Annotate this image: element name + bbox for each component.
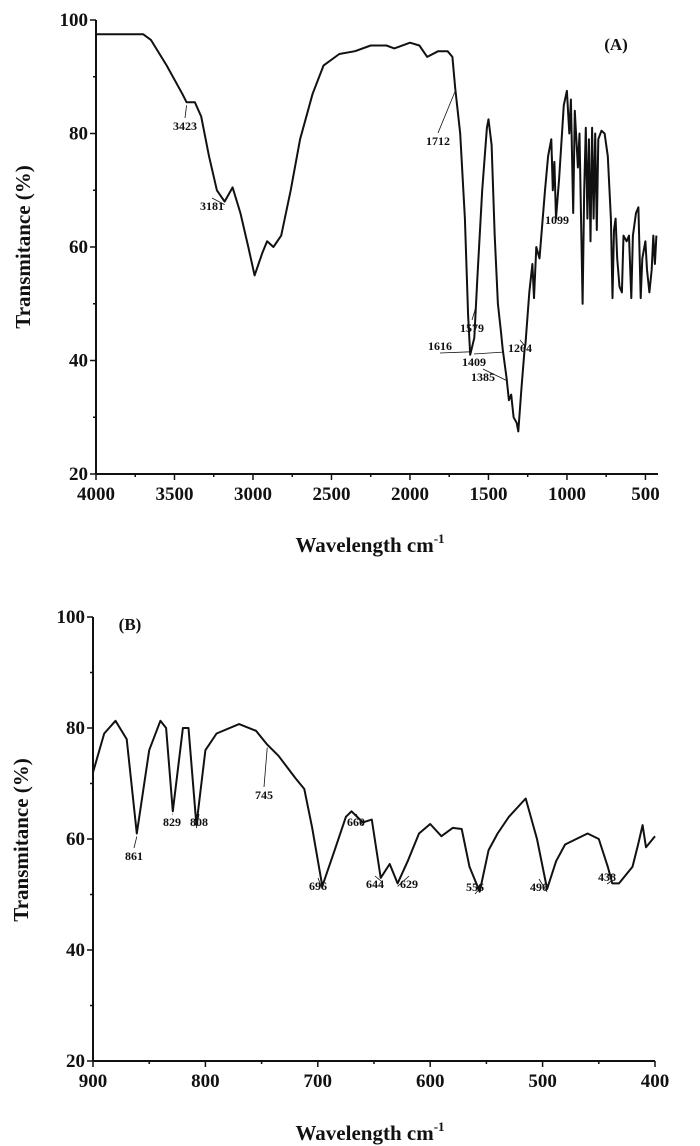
panel-label-a: (A): [604, 35, 628, 54]
x-tick-label: 700: [304, 1071, 333, 1092]
panel-label-b: (B): [119, 615, 142, 634]
chart-a: (A) Transmitance (%) Wavelength cm-1 204…: [11, 10, 660, 557]
peak-leader-line: [211, 197, 225, 205]
x-tick-label: 3500: [155, 484, 193, 505]
x-tick-label: 1500: [469, 484, 507, 505]
peak-label: 3423: [173, 119, 197, 133]
peak-label: 696: [309, 879, 327, 893]
peak-label: 1616: [428, 339, 452, 353]
y-tick-label: 60: [66, 829, 85, 850]
peak-label: 861: [125, 849, 143, 863]
peak-label: 438: [598, 870, 616, 884]
chart-b: (B) Transmitance (%) Wavelength cm-1 20 4…: [9, 607, 669, 1145]
peak-leader-line: [184, 105, 187, 119]
y-tick-label: 80: [66, 718, 85, 739]
peak-label: 808: [190, 815, 208, 829]
x-tick-label: 400: [641, 1071, 670, 1092]
spectrum-line: [96, 33, 658, 433]
peak-leader-line: [133, 836, 138, 849]
x-tick-label: 900: [79, 1071, 108, 1092]
y-tick-label: 40: [69, 351, 88, 372]
y-tick-label: 60: [69, 237, 88, 258]
y-tick-label: 20: [69, 464, 88, 485]
peak-leader-line: [473, 351, 503, 355]
peak-leader-line: [551, 147, 558, 213]
y-tick-label: 80: [69, 124, 88, 145]
x-tick-label: 500: [631, 484, 660, 505]
peak-leader-line: [196, 813, 200, 829]
peak-label: 556: [466, 880, 484, 894]
x-tick-label: 1000: [548, 484, 586, 505]
y-axis-title-b: Transmitance (%): [9, 758, 33, 922]
peak-leader-line: [263, 747, 268, 788]
y-tick-label: 40: [66, 940, 85, 961]
peak-label: 829: [163, 815, 181, 829]
peak-label: 1579: [460, 321, 484, 335]
x-tick-label: 2000: [391, 484, 429, 505]
x-tick-label: 500: [528, 1071, 557, 1092]
x-axis-title-b: Wavelength cm-1: [295, 1119, 444, 1145]
y-tick-label: 100: [60, 10, 89, 31]
x-axis-title-a: Wavelength cm-1: [295, 531, 444, 557]
peak-label: 1712: [426, 134, 450, 148]
peak-label: 1409: [462, 355, 486, 369]
x-tick-label: 2500: [312, 484, 350, 505]
x-tick-label: 800: [191, 1071, 220, 1092]
peak-label: 660: [347, 815, 365, 829]
peak-leader-line: [397, 875, 410, 887]
peak-leader-line: [471, 306, 477, 321]
peak-leader-line: [355, 813, 364, 826]
peak-leader-line: [439, 351, 471, 354]
x-tick-label: 4000: [77, 484, 115, 505]
peak-label: 629: [400, 877, 418, 891]
peak-leader-line: [317, 877, 323, 890]
peak-label: 644: [366, 877, 384, 891]
peak-label: 1099: [545, 213, 569, 227]
y-tick-label: 100: [57, 607, 86, 628]
peak-leader-line: [437, 90, 456, 134]
peak-leader-line: [519, 339, 526, 347]
peak-leader-line: [538, 878, 548, 893]
peak-leader-line: [374, 875, 382, 882]
x-tick-label: 600: [416, 1071, 445, 1092]
spectrum-line: [92, 719, 656, 893]
peak-label: 745: [255, 788, 273, 802]
y-tick-label: 20: [66, 1051, 85, 1072]
peak-leader-line: [606, 880, 613, 885]
peak-label: 1385: [471, 370, 495, 384]
peak-label: 496: [530, 880, 548, 894]
peak-leader-line: [474, 888, 480, 895]
y-axis-title-a: Transmitance (%): [11, 165, 35, 329]
x-tick-label: 3000: [234, 484, 272, 505]
peak-leader-line: [482, 368, 507, 381]
peak-label: 1264: [508, 341, 532, 355]
peak-label: 3181: [200, 199, 224, 213]
